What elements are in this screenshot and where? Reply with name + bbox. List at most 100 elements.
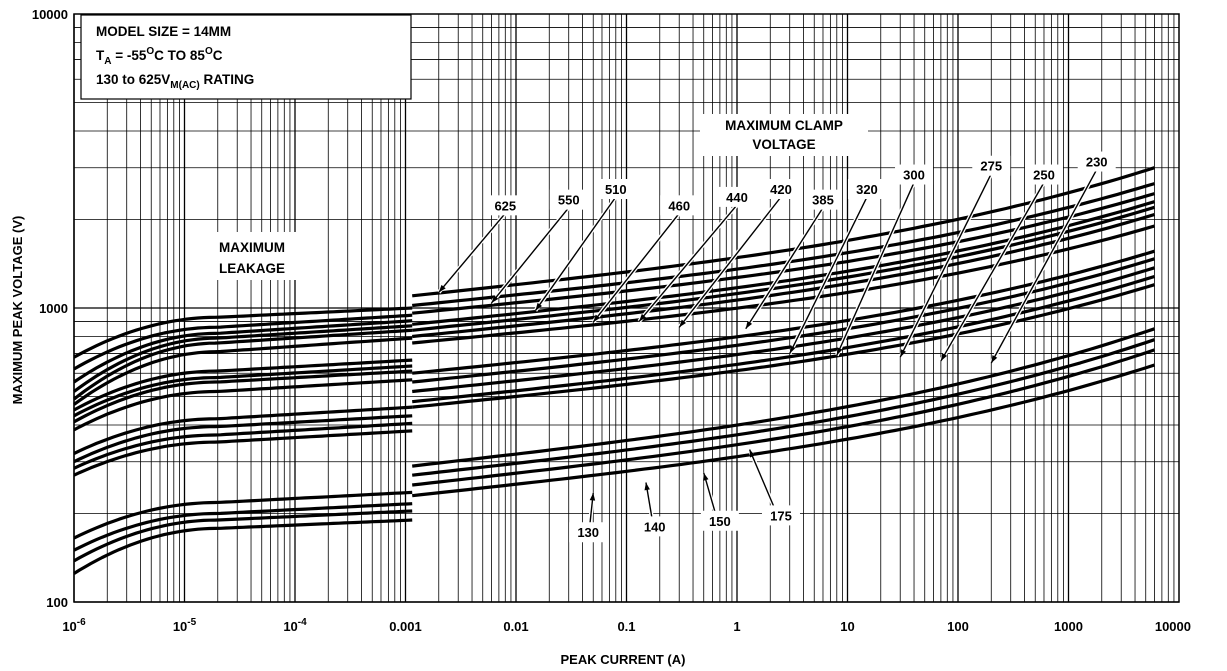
leakage-curves (73, 306, 413, 575)
curve-label-140: 140 (644, 519, 666, 534)
label-pointer-275 (899, 173, 992, 358)
label-arrowhead (940, 353, 948, 362)
y-tick-label: 10000 (32, 7, 68, 22)
rating-post: RATING (200, 72, 255, 87)
curve-label-550: 550 (558, 193, 580, 208)
curve-label-bg (660, 195, 699, 216)
curve-label-bg (1024, 164, 1063, 185)
leakage-curve (73, 369, 413, 424)
curve-labels: 625 550 510 460 440 420 385 320 300 275 250 230 130 1… (437, 151, 1116, 543)
info-line-temperature: TA = -55OC TO 85OC (96, 46, 223, 67)
temp-t: T (96, 48, 105, 63)
x-tick-label: 10-4 (283, 617, 307, 634)
curve-label-bg (895, 164, 934, 185)
x-tick-label: 1 (733, 619, 740, 634)
label-arrowhead (491, 295, 499, 303)
leakage-label-line2: LEAKAGE (219, 261, 285, 276)
curve-label-bg (761, 179, 800, 200)
leakage-curve (73, 518, 413, 575)
temp-eq: = -55 (111, 48, 146, 63)
label-arrowhead (593, 314, 601, 323)
temp-mid: C TO 85 (154, 48, 205, 63)
leakage-curve (73, 509, 413, 563)
clamp-curve-130 (412, 363, 1155, 498)
curve-label-420: 420 (770, 182, 792, 197)
curve-label-460: 460 (668, 198, 690, 213)
label-pointer-440 (638, 204, 738, 322)
info-line-model-size: MODEL SIZE = 14MM (96, 24, 231, 39)
clamp-curve-460 (412, 200, 1155, 326)
leakage-curve (73, 378, 413, 432)
leakage-curve (73, 502, 413, 552)
curve-label-bg (803, 189, 842, 210)
curve-label-bg (847, 179, 886, 200)
label-arrowhead (749, 449, 756, 458)
label-arrowhead (836, 347, 843, 356)
curve-label-510: 510 (605, 182, 627, 197)
leakage-curve (73, 429, 413, 477)
curve-label-625: 625 (494, 198, 516, 213)
leakage-curve (73, 421, 413, 470)
clamp-curve-420 (412, 212, 1155, 339)
x-tick-label: 10000 (1155, 619, 1191, 634)
x-tick-label: 10-6 (62, 617, 86, 634)
clamp-curve-250 (412, 274, 1155, 404)
curve-label-175: 175 (770, 508, 792, 523)
leakage-curve (73, 324, 413, 393)
clamp-curves (412, 166, 1156, 498)
curve-label-320: 320 (856, 182, 878, 197)
clamp-curve-320 (412, 249, 1155, 375)
leakage-curve (73, 313, 413, 371)
label-pointer-625 (438, 212, 506, 293)
leakage-curve (73, 358, 413, 412)
leakage-label-bg (198, 232, 306, 280)
rating-sub: M(AC) (170, 80, 199, 91)
leakage-label-line1: MAXIMUM (219, 240, 285, 255)
clamp-label-line2: VOLTAGE (752, 137, 815, 152)
curve-label-150: 150 (709, 514, 731, 529)
label-arrowhead (589, 492, 596, 501)
curve-label-385: 385 (812, 193, 834, 208)
clamp-curve-175 (412, 327, 1156, 468)
info-box: MODEL SIZE = 14MM TA = -55OC TO 85OC 130… (80, 14, 412, 100)
clamp-curve-440 (412, 205, 1155, 332)
x-tick-label: 10-5 (173, 617, 197, 634)
rating-pre: 130 to 625V (96, 72, 170, 87)
plot-frame (73, 13, 1180, 603)
label-pointer-460 (592, 212, 680, 323)
curve-label-bg (549, 189, 588, 210)
x-tick-label: 0.001 (389, 619, 422, 634)
temp-deg2: O (205, 46, 213, 57)
temp-end: C (213, 48, 223, 63)
leakage-curve (73, 405, 413, 455)
leakage-curve (73, 306, 413, 359)
label-arrowhead (438, 284, 446, 293)
x-axis-title: PEAK CURRENT (A) (561, 652, 686, 667)
label-pointer-320 (789, 196, 868, 354)
leakage-curve (73, 319, 413, 384)
axes: 100 1000 10000 10-6 10-5 10-4 0.001 0.01 0.1 1 10 1… (32, 7, 1191, 634)
temp-deg1: O (146, 46, 154, 57)
leakage-curve (73, 328, 413, 401)
info-line-rating: 130 to 625VM(AC) RATING (96, 72, 254, 91)
curve-label-440: 440 (726, 190, 748, 205)
leakage-label: MAXIMUM LEAKAGE (198, 232, 306, 280)
label-pointer-550 (490, 207, 570, 304)
curve-label-bg (972, 155, 1011, 176)
curve-label-bg (635, 516, 674, 537)
clamp-curve-140 (412, 348, 1156, 487)
label-pointer-385 (745, 207, 824, 330)
curve-label-bg (486, 195, 525, 216)
clamp-curve-385 (412, 224, 1155, 345)
curve-label-275: 275 (980, 159, 1002, 174)
y-tick-label: 1000 (39, 301, 68, 316)
label-arrowhead (703, 472, 709, 481)
y-axis-title: MAXIMUM PEAK VOLTAGE (V) (10, 216, 25, 405)
label-arrowhead (644, 482, 650, 491)
label-arrowhead (900, 349, 907, 358)
clamp-label: MAXIMUM CLAMP VOLTAGE (700, 114, 868, 156)
clamp-curve-550 (412, 182, 1155, 308)
label-pointer-510 (534, 196, 617, 311)
label-pointer-300 (836, 182, 915, 356)
